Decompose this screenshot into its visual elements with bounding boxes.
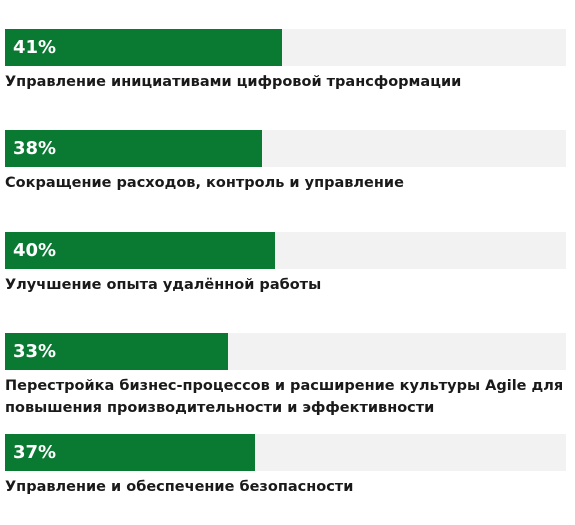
bar-value-label: 37% bbox=[13, 442, 57, 463]
bar-track: 37% bbox=[5, 434, 566, 471]
bar: 40% bbox=[5, 232, 275, 269]
category-label: Сокращение расходов, контроль и управлен… bbox=[5, 175, 404, 191]
bar: 37% bbox=[5, 434, 255, 471]
bar: 41% bbox=[5, 29, 282, 66]
bar-track: 41% bbox=[5, 29, 566, 66]
category-label: Улучшение опыта удалённой работы bbox=[5, 277, 322, 293]
bar: 38% bbox=[5, 130, 262, 167]
bar-track: 38% bbox=[5, 130, 566, 167]
bar-track: 33% bbox=[5, 333, 566, 370]
bar-value-label: 38% bbox=[13, 138, 57, 159]
bar: 33% bbox=[5, 333, 228, 370]
category-label: Управление инициативами цифровой трансфо… bbox=[5, 74, 462, 90]
bar-value-label: 33% bbox=[13, 341, 57, 362]
category-label: Перестройка бизнес-процессов и расширени… bbox=[5, 378, 564, 416]
category-label: Управление и обеспечение безопасности bbox=[5, 479, 354, 495]
bar-value-label: 41% bbox=[13, 37, 57, 58]
bar-track: 40% bbox=[5, 232, 566, 269]
bar-value-label: 40% bbox=[13, 240, 57, 261]
